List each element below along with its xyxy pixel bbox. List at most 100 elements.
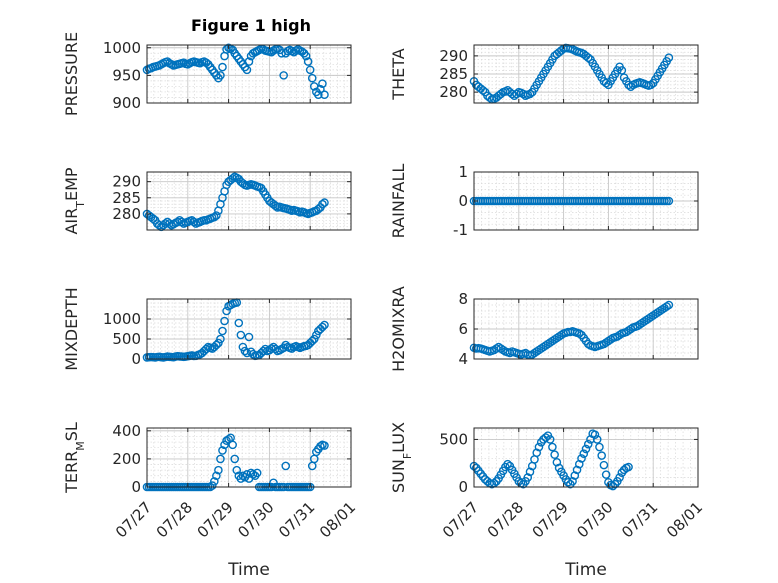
y-tick-label: 1000 bbox=[103, 39, 141, 57]
subplot-6: 4 6 8 H2OMIXRA bbox=[389, 286, 699, 372]
y-axis-label-main: SUN bbox=[389, 459, 408, 493]
y-axis-label-sub: F bbox=[401, 453, 414, 459]
y-tick-label: 290 bbox=[112, 173, 141, 191]
y-tick-label: -1 bbox=[453, 221, 468, 239]
data-point bbox=[601, 78, 611, 88]
data-point bbox=[242, 65, 252, 75]
data-point bbox=[577, 454, 586, 463]
axes-box bbox=[146, 427, 352, 488]
y-tick-label: 4 bbox=[458, 350, 468, 368]
data-point bbox=[218, 326, 227, 336]
axes-box bbox=[146, 298, 352, 360]
y-axis-label: AIRTEMP bbox=[62, 167, 87, 234]
data-point bbox=[218, 446, 227, 455]
axes-box bbox=[473, 427, 699, 488]
y-axis-label-sub: T bbox=[74, 201, 87, 209]
y-axis-label-main: THETA bbox=[389, 48, 408, 100]
data-point bbox=[161, 219, 170, 228]
y-axis-label-main: RAINFALL bbox=[389, 164, 408, 239]
y-axis-label-main: TERR bbox=[62, 451, 81, 494]
data-point bbox=[583, 439, 593, 449]
data-point bbox=[541, 433, 550, 442]
data-point bbox=[503, 459, 512, 469]
data-point bbox=[579, 449, 589, 458]
data-point bbox=[548, 442, 557, 452]
data-point bbox=[244, 57, 254, 66]
data-point bbox=[583, 53, 593, 62]
y-tick-label: 0 bbox=[131, 350, 141, 368]
data-point bbox=[590, 430, 600, 439]
data-point bbox=[592, 435, 602, 444]
data-point bbox=[305, 65, 315, 75]
data-point bbox=[216, 334, 225, 344]
data-point bbox=[615, 473, 624, 482]
data-point bbox=[224, 434, 233, 444]
data-point bbox=[177, 217, 186, 227]
data-point bbox=[563, 477, 573, 487]
y-tick-label: 900 bbox=[112, 94, 141, 112]
data-point bbox=[271, 201, 280, 211]
data-point bbox=[320, 198, 329, 207]
data-point bbox=[154, 220, 164, 230]
y-tick-label: 200 bbox=[112, 450, 141, 468]
subplot-1: 900 950 1000 PRESSURE bbox=[62, 32, 352, 116]
y-tick-label: 0 bbox=[131, 478, 141, 496]
data-point bbox=[242, 470, 252, 479]
data-point bbox=[236, 330, 246, 340]
data-point bbox=[216, 454, 225, 464]
data-point bbox=[624, 462, 633, 472]
data-point bbox=[240, 346, 250, 356]
data-point bbox=[222, 306, 231, 316]
y-tick-label: 280 bbox=[112, 205, 141, 223]
data-point bbox=[234, 318, 244, 328]
data-point bbox=[220, 440, 229, 450]
data-point bbox=[189, 217, 199, 227]
data-point bbox=[244, 332, 254, 342]
data-point bbox=[664, 300, 674, 310]
x-axis-label: Time bbox=[564, 560, 607, 580]
y-axis-label-main: PRESSURE bbox=[62, 32, 81, 116]
y-tick-label: 285 bbox=[112, 189, 141, 207]
figure-title: Figure 1 high bbox=[191, 16, 311, 35]
data-point bbox=[615, 330, 624, 340]
data-point bbox=[498, 345, 508, 355]
y-axis-label: THETA bbox=[389, 48, 408, 100]
data-point bbox=[583, 339, 593, 349]
y-tick-label: 6 bbox=[458, 320, 468, 338]
data-point bbox=[279, 71, 288, 80]
y-axis-label-sub: M bbox=[74, 441, 87, 451]
data-point bbox=[173, 217, 182, 227]
data-point bbox=[307, 73, 317, 83]
y-axis-label-main: MIXDEPTH bbox=[62, 287, 81, 370]
data-point bbox=[252, 468, 262, 478]
data-point bbox=[606, 335, 615, 344]
data-point bbox=[534, 442, 544, 452]
data-point bbox=[662, 302, 671, 311]
data-point bbox=[210, 212, 219, 222]
y-axis-label-post: LUX bbox=[389, 422, 408, 453]
data-point bbox=[212, 340, 221, 350]
data-point bbox=[320, 441, 329, 450]
data-point bbox=[301, 51, 311, 61]
data-point bbox=[271, 344, 280, 354]
data-point bbox=[581, 444, 591, 454]
data-point bbox=[165, 219, 174, 228]
y-tick-label: 500 bbox=[112, 330, 141, 348]
data-point bbox=[550, 450, 559, 459]
data-point bbox=[557, 330, 566, 340]
data-point bbox=[320, 90, 329, 100]
subplot-5: 0 500 1000 MIXDEPTH bbox=[62, 287, 352, 371]
data-point bbox=[545, 435, 555, 444]
data-point bbox=[216, 71, 225, 80]
y-tick-label: 500 bbox=[439, 430, 468, 448]
data-point bbox=[230, 454, 240, 464]
data-point bbox=[599, 460, 609, 470]
data-point bbox=[316, 84, 325, 94]
axes-box bbox=[146, 44, 352, 104]
x-axis-label: Time bbox=[227, 560, 270, 580]
data-point bbox=[207, 481, 217, 490]
y-tick-label: 1 bbox=[458, 163, 468, 181]
data-point bbox=[210, 477, 219, 486]
